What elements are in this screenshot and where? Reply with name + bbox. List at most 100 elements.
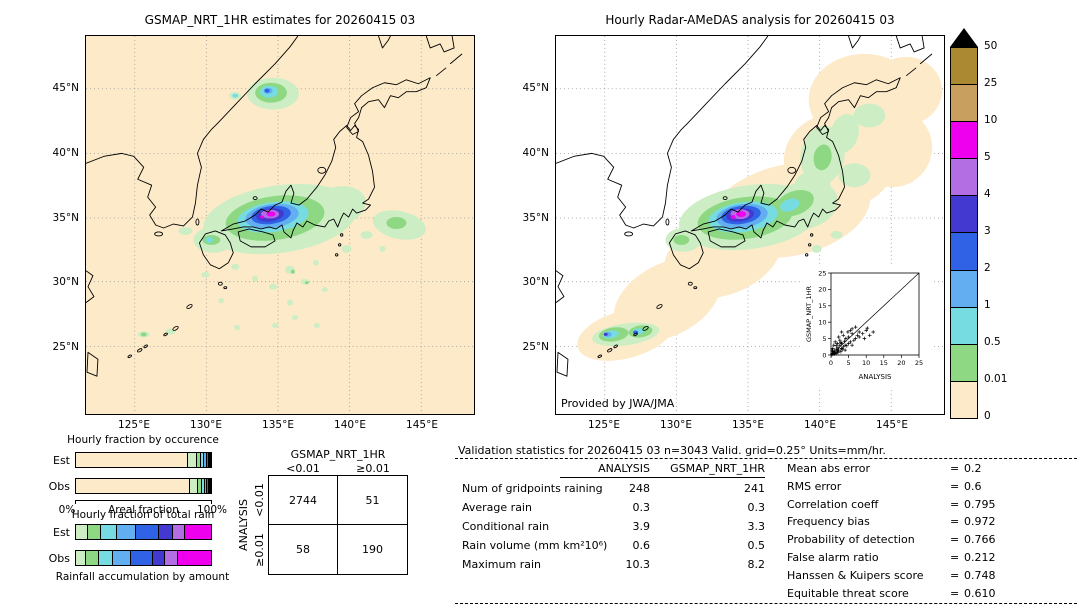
- inset-y-axis-label: GSMAP_NRT_1HR: [805, 285, 813, 342]
- contingency-row-group: ANALYSIS: [237, 499, 250, 551]
- x-tick-label: 130°E: [660, 419, 692, 431]
- bar-segment-magenta: [177, 551, 211, 565]
- y-tick-label: 40°N: [52, 147, 79, 159]
- analysis-value: 0.6: [632, 539, 651, 552]
- rain-cell-palegreen: [291, 315, 298, 320]
- y-tick-label: 35°N: [52, 212, 79, 224]
- rain-cell-cyan: [780, 198, 800, 212]
- analysis-value: 10.3: [625, 558, 651, 571]
- bar-segment-blue: [129, 551, 152, 565]
- rain-cell-green: [290, 269, 295, 274]
- gsmap-value: 3.3: [747, 520, 766, 533]
- rain-cell-palegreen: [830, 230, 843, 239]
- equals-sign: =: [950, 462, 960, 475]
- y-tick-label: 25°N: [522, 341, 549, 353]
- inset-tick-label: 10: [862, 359, 870, 367]
- x-tick-label: 135°E: [732, 419, 764, 431]
- rain-cell-palegreen: [178, 226, 193, 235]
- bar-segment-cyan: [100, 525, 117, 539]
- score-value: 0.766: [964, 533, 996, 547]
- score-label: Hanssen & Kuipers score: [787, 568, 924, 582]
- rain-cell-palegreen: [218, 298, 225, 304]
- score-value: 0.972: [964, 515, 996, 529]
- bar-segment-green: [195, 453, 200, 467]
- y-tick-label: 30°N: [52, 276, 79, 288]
- stacked-bar-est: [75, 452, 212, 468]
- x-tick-label: 140°E: [334, 419, 366, 431]
- bar-segment-orchid: [163, 551, 178, 565]
- bar-segment-orchid: [209, 453, 211, 467]
- y-tick-label: 45°N: [52, 82, 79, 94]
- x-tick-label: 145°E: [876, 419, 908, 431]
- equals-sign: =: [950, 497, 960, 511]
- bar-segment-palegreen: [189, 479, 197, 493]
- right-map-title: Hourly Radar-AMeDAS analysis for 2026041…: [605, 13, 895, 27]
- rain-cell-magenta: [730, 215, 736, 220]
- gsmap-value: 8.2: [747, 558, 766, 571]
- y-tick-label: 30°N: [522, 276, 549, 288]
- equals-sign: =: [950, 479, 960, 493]
- inset-tick-label: 5: [847, 359, 851, 367]
- bar-segment-lblue: [203, 479, 207, 493]
- bar-row-label: Obs: [48, 552, 70, 565]
- colorbar-tick-label: 4: [984, 188, 991, 200]
- contingency-col-label-ge: ≥0.01: [356, 462, 390, 475]
- rain-cell-palegreen: [853, 103, 886, 128]
- score-value: 0.748: [964, 568, 996, 582]
- x-tick-label: 140°E: [804, 419, 836, 431]
- radar-rain-cells: [577, 53, 943, 361]
- contingency-col-label-lt: <0.01: [286, 462, 320, 475]
- colorbar: [950, 47, 978, 419]
- colorbar-segment-cyan: [951, 307, 977, 345]
- colorbar-segment-magenta: [951, 122, 977, 160]
- analysis-value: 248: [629, 482, 650, 495]
- scatter-inset: 0 0 5 5 10 10 15 15 20 20 25 25 ANALYSIS GSMAP_NRT_…: [803, 265, 933, 387]
- equals-sign: =: [950, 515, 960, 529]
- inset-tick-label: 15: [880, 359, 888, 367]
- bar-segment-cream: [76, 453, 188, 467]
- bar-segment-blue: [206, 479, 208, 493]
- bar-segment-cyan: [200, 479, 204, 493]
- axis-label: Areal fraction: [108, 504, 179, 516]
- y-tick-label: 25°N: [52, 341, 79, 353]
- rain-cell-cyan: [232, 93, 239, 98]
- dashed-separator-bottom: [455, 603, 1077, 604]
- dashed-separator-top: [455, 458, 1077, 459]
- bar-segment-lblue: [203, 453, 206, 467]
- axis-tick-0: [75, 500, 76, 504]
- bar-segment-magenta: [210, 453, 212, 467]
- stat-name: Num of gridpoints raining: [462, 482, 603, 495]
- contingency-cell-dry-dry: 2744: [269, 476, 338, 525]
- bar-segment-green: [86, 525, 101, 539]
- rain-cell-palegreen: [286, 299, 293, 306]
- bar-row-label: Obs: [48, 480, 70, 493]
- analysis-value: 0.3: [632, 501, 651, 514]
- rain-cell-palegreen: [313, 322, 320, 328]
- score-row: Hanssen & Kuipers score = 0.748: [787, 569, 1077, 582]
- stat-name: Maximum rain: [462, 558, 541, 571]
- score-value: 0.610: [964, 586, 996, 600]
- analysis-value: 3.9: [632, 520, 651, 533]
- score-row: Mean abs error = 0.2: [787, 462, 1077, 475]
- y-tick-label: 45°N: [522, 82, 549, 94]
- y-tick-label: 40°N: [522, 147, 549, 159]
- colorbar-segment-green: [951, 344, 977, 382]
- rain-cell-green: [140, 332, 147, 337]
- bar-segment-palegreen: [76, 551, 86, 565]
- contingency-cell-rain-rain: 190: [362, 543, 383, 556]
- bar-segment-lblue: [116, 525, 136, 539]
- inset-x-axis-label: ANALYSIS: [858, 373, 892, 381]
- rain-cell-palegreen: [379, 245, 386, 252]
- rain-cell-palegreen: [811, 244, 822, 253]
- colorbar-tick-label: 25: [984, 77, 998, 89]
- score-value: 0.212: [964, 551, 996, 564]
- equals-sign: =: [950, 568, 960, 582]
- score-label: Probability of detection: [787, 533, 915, 547]
- inset-tick-label: 5: [822, 335, 826, 343]
- rain-cell-green: [304, 281, 309, 285]
- gsmap-value: 0.5: [747, 539, 766, 552]
- bar-segment-violet: [158, 525, 172, 539]
- rain-cell-palegreen: [830, 113, 859, 154]
- bar-segment-palegreen: [187, 453, 196, 467]
